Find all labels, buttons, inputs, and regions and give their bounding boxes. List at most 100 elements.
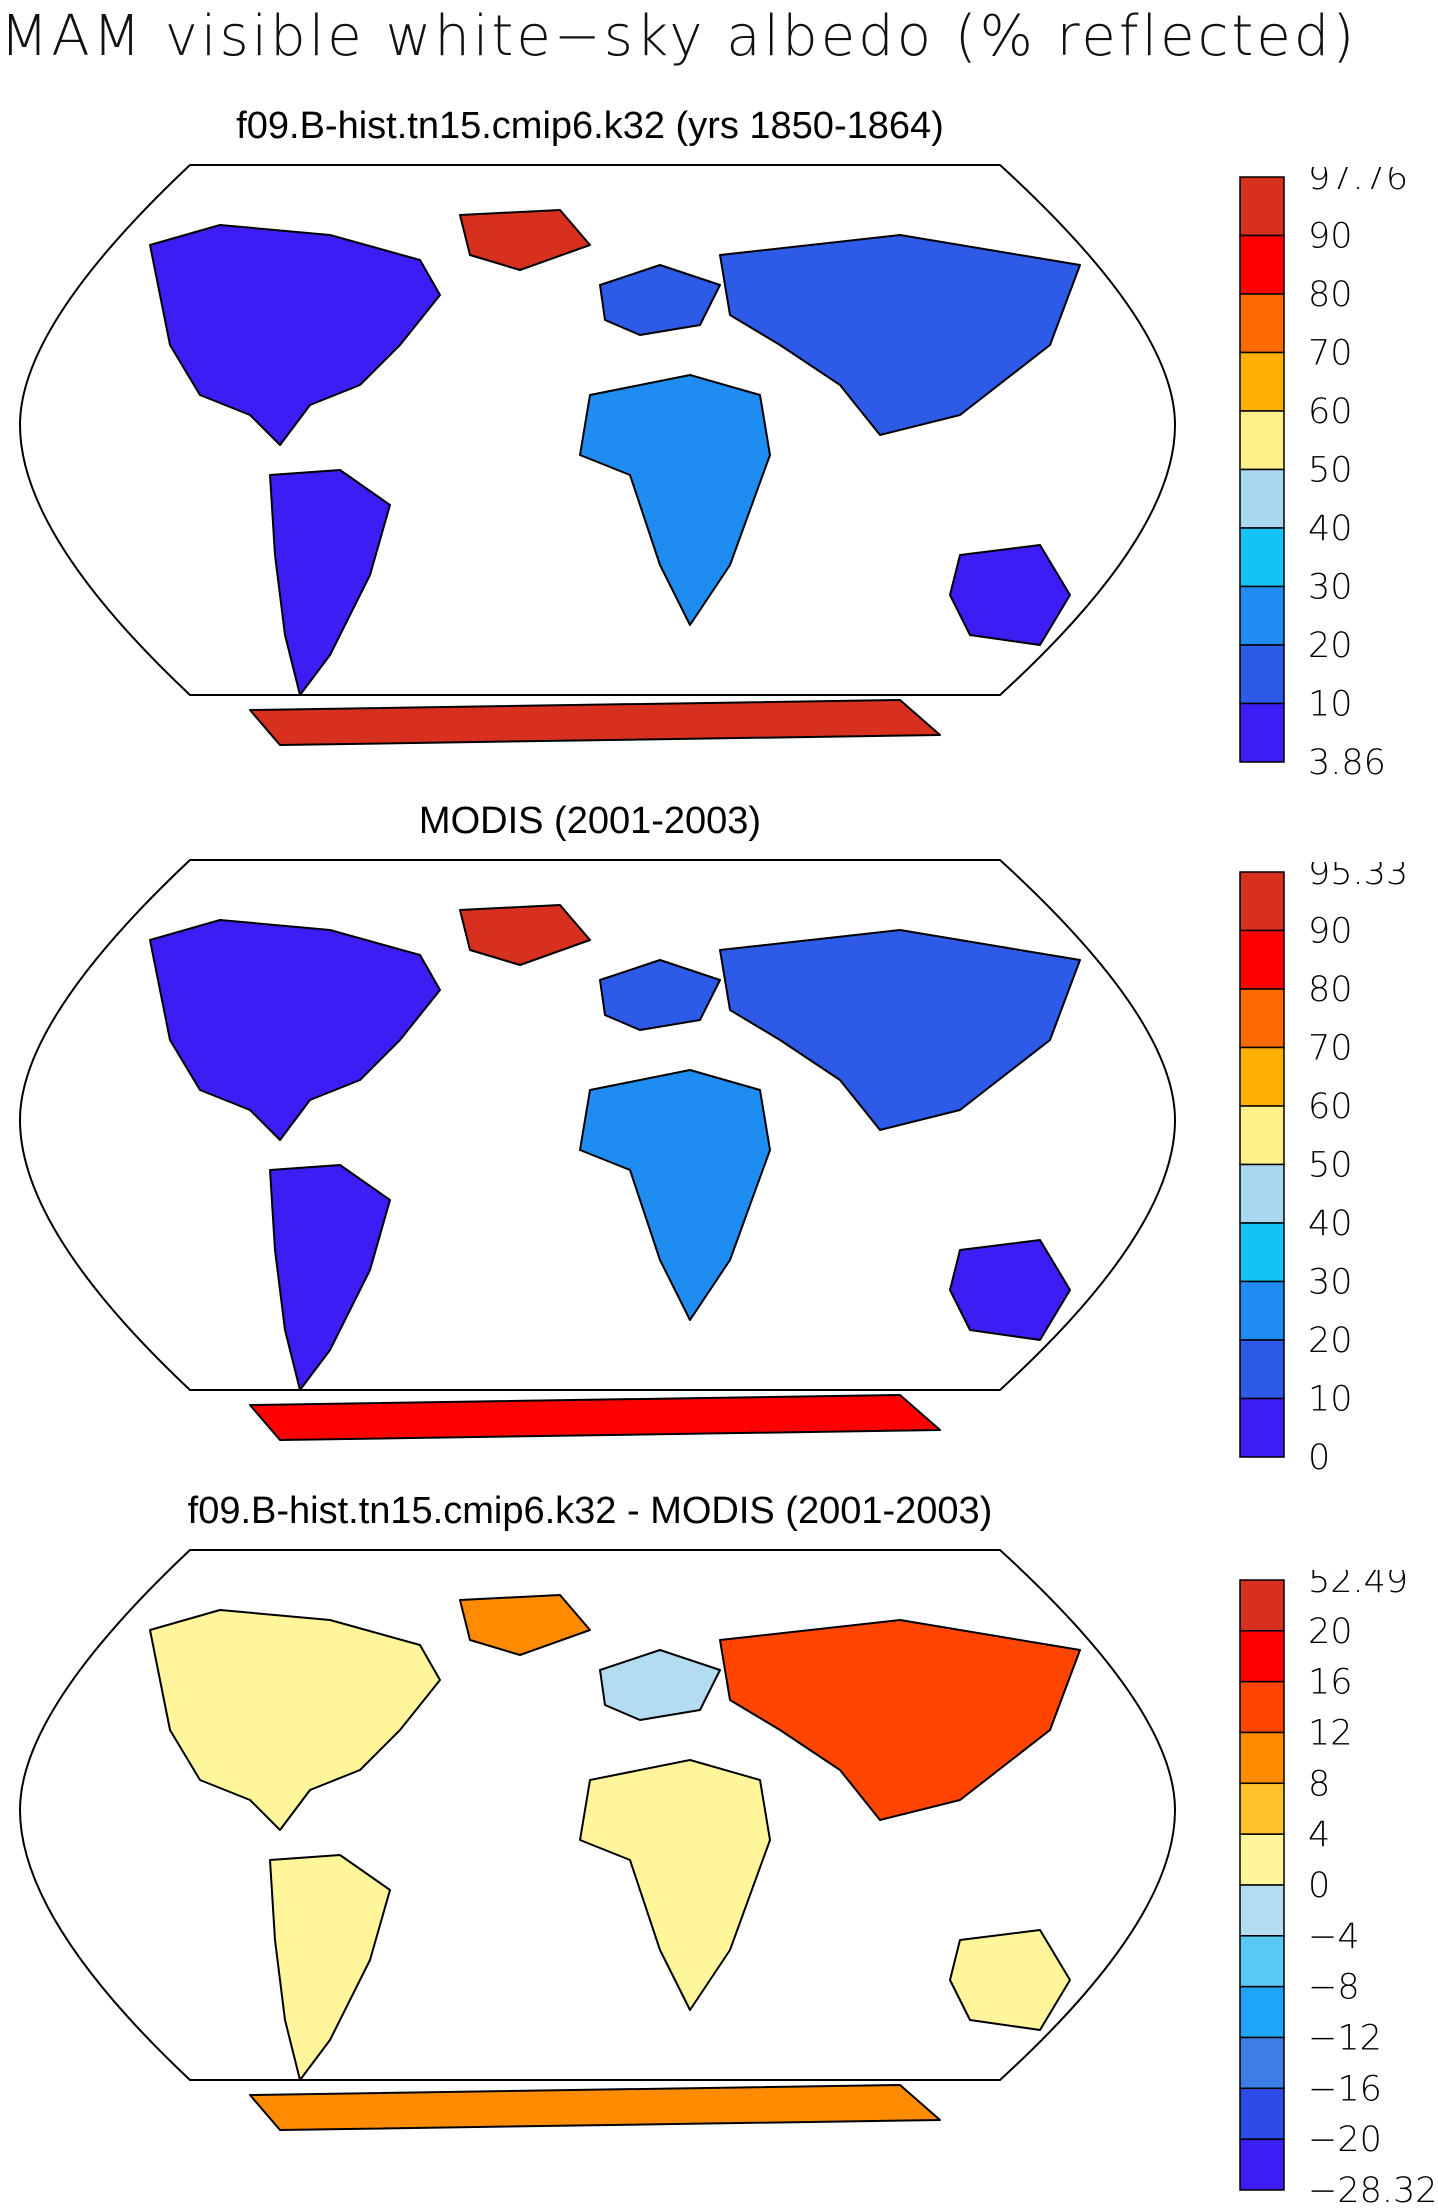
colorbar-swatch [1239, 410, 1285, 471]
asia-region [719, 929, 1081, 1131]
colorbar: 52.49 20 16 12 8 4 0 −4 −8 −12 −16 −20 −28.32 [1239, 1570, 1438, 2210]
colorbar-tick-label: 70 [1308, 1029, 1353, 1069]
colorbar-tick-label: 40 [1308, 509, 1353, 549]
colorbar-tick-label: 8 [1308, 1764, 1330, 1804]
colorbar-swatch [1239, 988, 1285, 1049]
colorbar-tick-label: −20 [1308, 2120, 1382, 2160]
north-america-region [149, 1609, 441, 1831]
colorbar-swatch [1239, 1884, 1285, 1937]
colorbar-swatch [1239, 293, 1285, 354]
colorbar-tick-label: 20 [1308, 1612, 1353, 1652]
colorbar-tick-label: 60 [1308, 392, 1353, 432]
panel-title: f09.B-hist.tn15.cmip6.k32 - MODIS (2001-… [187, 1490, 993, 1532]
colorbar-swatch [1239, 1046, 1285, 1107]
colorbar-swatch [1239, 1833, 1285, 1886]
europe-region [599, 264, 721, 336]
colorbar-tick-label: 3.86 [1308, 743, 1386, 783]
colorbar-tick-label: 80 [1308, 275, 1353, 315]
world-map [18, 164, 1177, 746]
asia-region [719, 234, 1081, 436]
colorbar-swatch [1239, 929, 1285, 990]
colorbar-tick-label: −4 [1308, 1917, 1360, 1957]
colorbar-swatch [1239, 1105, 1285, 1166]
australia-region [949, 1929, 1071, 2031]
colorbar-tick-label: 70 [1308, 334, 1353, 374]
antarctica-region [249, 699, 941, 746]
australia-region [949, 544, 1071, 646]
colorbar-tick-label: 60 [1308, 1087, 1353, 1127]
australia-region [949, 1239, 1071, 1341]
colorbar-tick-label: 95.33 [1308, 862, 1408, 893]
greenland-region [459, 1594, 591, 1656]
colorbar-tick-label: 52.49 [1308, 1570, 1408, 1601]
colorbar-swatch [1239, 176, 1285, 237]
colorbar-tick-label: −28.32 [1308, 2171, 1438, 2210]
colorbar-swatch [1239, 351, 1285, 412]
colorbar-swatch [1239, 234, 1285, 295]
colorbar-tick-label: 50 [1308, 451, 1353, 491]
colorbar-tick-label: 10 [1308, 1380, 1353, 1420]
colorbar-tick-label: 40 [1308, 1204, 1353, 1244]
colorbar: 97.76 90 80 70 60 50 40 30 20 10 3.86 [1239, 167, 1408, 783]
antarctica-region [249, 1394, 941, 1441]
colorbar: 95.33 90 80 70 60 50 40 30 20 10 0 [1239, 862, 1408, 1478]
colorbar-swatch [1239, 1163, 1285, 1224]
colorbar-swatch [1239, 1680, 1285, 1734]
colorbar-tick-label: 0 [1308, 1866, 1330, 1906]
panel-difference: f09.B-hist.tn15.cmip6.k32 - MODIS (2001-… [0, 1480, 1438, 2210]
world-map [18, 1549, 1177, 2131]
greenland-region [459, 904, 591, 966]
colorbar-tick-label: −12 [1308, 2019, 1382, 2059]
south-america-region [269, 469, 391, 696]
north-america-region [149, 224, 441, 446]
colorbar-swatch [1239, 1280, 1285, 1341]
colorbar-tick-label: 30 [1308, 1263, 1353, 1303]
colorbar-tick-label: 30 [1308, 568, 1353, 608]
figure-title: MAM visible white−sky albedo (% reflecte… [0, 4, 1358, 69]
colorbar-swatch [1239, 1630, 1285, 1683]
colorbar-tick-label: 20 [1308, 1321, 1353, 1361]
colorbar-tick-label: 16 [1308, 1663, 1353, 1703]
colorbar-swatch [1239, 2087, 1285, 2140]
africa-region [579, 1759, 771, 2011]
colorbar-swatch [1239, 2036, 1285, 2090]
colorbar-swatch [1239, 1935, 1285, 1988]
colorbar-swatch [1239, 468, 1285, 529]
colorbar-swatch [1239, 1339, 1285, 1400]
europe-region [599, 1649, 721, 1721]
colorbar-swatch [1239, 1222, 1285, 1283]
colorbar-tick-label: 10 [1308, 685, 1353, 725]
south-america-region [269, 1164, 391, 1391]
panel-title: f09.B-hist.tn15.cmip6.k32 (yrs 1850-1864… [236, 105, 944, 147]
panel-model: f09.B-hist.tn15.cmip6.k32 (yrs 1850-1864… [0, 95, 1438, 783]
north-america-region [149, 919, 441, 1141]
colorbar-swatch [1239, 1782, 1285, 1835]
colorbar-swatch [1239, 871, 1285, 932]
europe-region [599, 959, 721, 1031]
antarctica-region [249, 2084, 941, 2131]
greenland-region [459, 209, 591, 271]
colorbar-swatch [1239, 1731, 1285, 1785]
colorbar-swatch [1239, 1397, 1285, 1458]
colorbar-swatch [1239, 1985, 1285, 2039]
colorbar-tick-label: 97.76 [1308, 167, 1408, 198]
colorbar-swatch [1239, 527, 1285, 588]
africa-region [579, 374, 771, 626]
south-america-region [269, 1854, 391, 2081]
colorbar-swatch [1239, 702, 1285, 763]
colorbar-tick-label: 90 [1308, 217, 1353, 257]
colorbar-swatch [1239, 644, 1285, 705]
colorbar-tick-label: 20 [1308, 626, 1353, 666]
colorbar-tick-label: 0 [1308, 1438, 1330, 1478]
colorbar-tick-label: −16 [1308, 2069, 1382, 2109]
colorbar-tick-label: 50 [1308, 1146, 1353, 1186]
panel-title: MODIS (2001-2003) [418, 800, 762, 842]
colorbar-tick-label: 80 [1308, 970, 1353, 1010]
world-map [18, 859, 1177, 1441]
colorbar-swatch [1239, 1579, 1285, 1632]
colorbar-tick-label: 90 [1308, 912, 1353, 952]
colorbar-tick-label: 4 [1308, 1815, 1330, 1855]
panel-modis: MODIS (2001-2003) 95.33 90 80 70 60 50 40 30 20 1… [0, 790, 1438, 1478]
colorbar-swatch [1239, 585, 1285, 646]
africa-region [579, 1069, 771, 1321]
